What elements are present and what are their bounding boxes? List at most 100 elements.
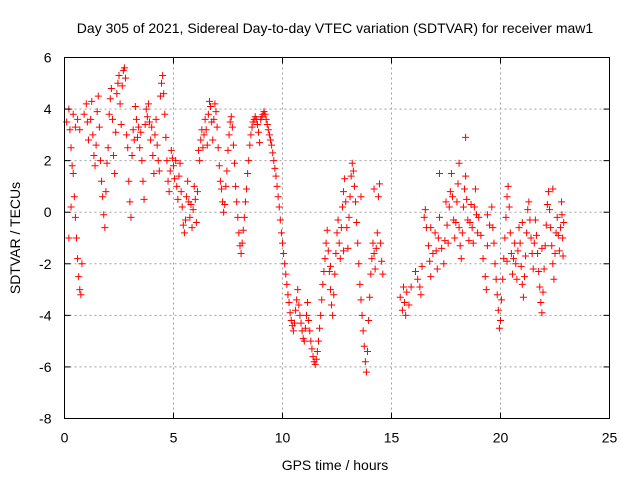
data-point: [427, 224, 435, 232]
data-point: [285, 298, 293, 306]
data-point: [347, 172, 355, 180]
data-point: [72, 234, 80, 242]
data-point: [282, 270, 290, 278]
data-point: [479, 255, 487, 263]
data-point: [181, 216, 189, 224]
data-point: [108, 115, 116, 123]
data-point: [546, 206, 554, 214]
data-point: [80, 110, 88, 118]
data-point: [277, 229, 285, 237]
data-point: [158, 79, 166, 87]
data-point: [348, 159, 356, 167]
data-point: [138, 157, 146, 165]
data-point: [210, 115, 218, 123]
data-point: [362, 368, 370, 376]
data-point: [535, 268, 543, 276]
data-point: [373, 229, 381, 237]
data-point: [555, 247, 563, 255]
data-point: [443, 221, 451, 229]
data-point: [346, 193, 354, 201]
data-point: [240, 213, 248, 221]
data-point: [488, 203, 496, 211]
data-point: [466, 219, 474, 227]
data-point: [178, 203, 186, 211]
data-point: [547, 224, 555, 232]
data-point: [229, 141, 237, 149]
data-point: [379, 270, 387, 278]
data-point: [231, 159, 239, 167]
data-point: [77, 291, 85, 299]
data-point: [475, 213, 483, 221]
data-point: [401, 298, 409, 306]
data-point: [155, 167, 163, 175]
data-point: [377, 239, 385, 247]
data-point: [235, 229, 243, 237]
data-point: [212, 108, 220, 116]
data-point: [300, 337, 308, 345]
data-point: [411, 268, 419, 276]
data-point: [160, 90, 168, 98]
data-point: [106, 95, 114, 103]
data-point: [435, 170, 443, 178]
data-point: [326, 286, 334, 294]
data-point: [283, 280, 291, 288]
data-point: [93, 108, 101, 116]
data-point: [186, 213, 194, 221]
data-point: [176, 159, 184, 167]
data-point: [321, 255, 329, 263]
data-point: [537, 298, 545, 306]
data-point: [399, 283, 407, 291]
data-point: [524, 206, 532, 214]
data-point: [114, 79, 122, 87]
data-point: [461, 185, 469, 193]
data-point: [497, 317, 504, 325]
data-point: [292, 306, 300, 314]
data-point: [172, 157, 180, 165]
data-point: [312, 355, 320, 363]
data-point: [271, 164, 279, 172]
data-point: [523, 229, 531, 237]
data-point: [225, 131, 233, 139]
data-point: [95, 123, 103, 131]
data-point: [314, 337, 322, 345]
data-point: [323, 226, 331, 234]
data-point: [91, 162, 99, 170]
data-point: [360, 342, 368, 350]
data-point: [534, 249, 542, 257]
data-point: [173, 182, 181, 190]
data-point: [343, 224, 351, 232]
data-point: [221, 200, 229, 208]
data-point: [340, 188, 348, 196]
data-point: [378, 257, 386, 265]
data-point: [262, 115, 270, 123]
data-point: [164, 177, 172, 185]
y-tick-label: 0: [44, 204, 52, 220]
data-point: [519, 293, 527, 301]
data-point: [518, 280, 526, 288]
x-tick-label: 25: [602, 430, 618, 446]
data-point: [483, 211, 491, 219]
data-point: [490, 239, 498, 247]
data-point: [449, 193, 457, 201]
data-point: [199, 144, 207, 152]
x-axis-title: GPS time / hours: [282, 457, 389, 473]
data-point: [284, 291, 292, 299]
data-point: [407, 283, 415, 291]
data-point: [483, 242, 491, 250]
data-point: [196, 157, 204, 165]
data-point: [67, 144, 75, 152]
data-point: [531, 216, 539, 224]
data-point: [248, 123, 256, 131]
data-point: [213, 123, 221, 131]
data-point: [110, 151, 118, 159]
data-point: [78, 260, 86, 268]
data-point: [539, 288, 547, 296]
data-point: [175, 172, 183, 180]
data-point: [244, 170, 252, 178]
data-point: [319, 280, 327, 288]
data-point: [117, 121, 125, 129]
data-point: [435, 213, 443, 221]
data-point: [549, 185, 557, 193]
data-point: [123, 131, 131, 139]
data-point: [165, 188, 173, 196]
